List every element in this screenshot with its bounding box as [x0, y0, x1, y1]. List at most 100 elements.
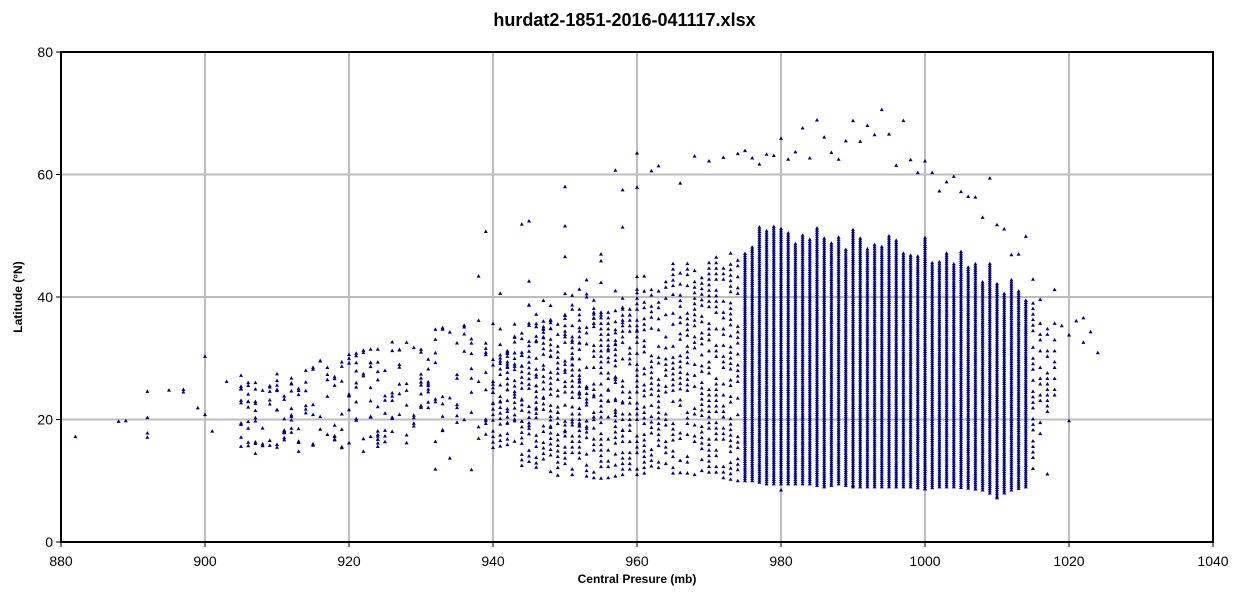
data-point — [865, 390, 870, 395]
data-point — [548, 469, 553, 474]
data-point — [995, 318, 999, 322]
data-point — [843, 275, 848, 279]
data-point — [851, 298, 855, 302]
data-point — [822, 315, 827, 320]
data-point — [951, 364, 956, 369]
data-point — [815, 268, 819, 273]
data-point — [872, 291, 877, 296]
data-point — [887, 394, 891, 399]
data-point — [743, 339, 747, 343]
data-point — [930, 410, 935, 415]
data-point — [908, 461, 913, 465]
data-point — [786, 318, 791, 323]
data-point — [786, 280, 791, 284]
data-point — [793, 366, 798, 370]
data-point — [923, 319, 927, 323]
data-point — [843, 307, 848, 312]
data-point — [836, 417, 841, 421]
data-point — [995, 384, 999, 389]
data-point — [692, 362, 697, 366]
data-point — [901, 482, 906, 487]
data-point — [685, 471, 690, 475]
data-point — [872, 422, 877, 427]
data-point — [815, 294, 819, 299]
data-point — [757, 452, 762, 456]
data-point — [735, 291, 740, 295]
data-point — [908, 294, 913, 298]
data-point — [764, 456, 769, 460]
data-point — [750, 266, 755, 271]
data-point — [635, 445, 639, 449]
data-point — [951, 291, 956, 296]
data-point — [879, 287, 884, 292]
data-point — [901, 343, 906, 347]
data-point — [930, 286, 935, 290]
data-point — [807, 323, 812, 327]
data-point — [757, 460, 762, 465]
data-point — [865, 306, 870, 311]
data-point — [800, 391, 805, 396]
data-point — [843, 472, 848, 477]
data-point — [563, 367, 567, 372]
data-point — [930, 479, 935, 483]
data-point — [822, 450, 827, 455]
data-point — [858, 309, 863, 313]
data-point — [764, 271, 769, 276]
data-point — [699, 363, 704, 368]
data-point — [815, 442, 819, 447]
data-point — [757, 323, 762, 328]
data-point — [980, 342, 985, 346]
data-point — [764, 434, 769, 439]
data-point — [973, 392, 978, 397]
data-point — [959, 397, 963, 402]
data-point — [915, 370, 920, 374]
data-point — [872, 324, 877, 328]
data-point — [555, 404, 560, 409]
data-point — [793, 321, 798, 325]
data-point — [318, 427, 323, 431]
data-point — [498, 394, 503, 399]
data-point — [908, 313, 913, 317]
data-point — [930, 460, 935, 464]
data-point — [822, 255, 827, 259]
data-point — [959, 367, 963, 372]
data-point — [858, 476, 863, 480]
data-point — [980, 400, 985, 404]
data-point — [937, 433, 942, 437]
data-point — [987, 364, 992, 369]
data-point — [678, 282, 683, 286]
data-point — [987, 319, 992, 323]
data-point — [944, 343, 949, 347]
data-point — [944, 394, 949, 399]
data-point — [771, 239, 776, 244]
data-point — [923, 351, 927, 356]
data-point — [786, 434, 791, 439]
data-point — [800, 378, 805, 383]
data-point — [779, 376, 783, 381]
data-point — [721, 266, 726, 270]
data-point — [966, 475, 971, 479]
data-point — [829, 286, 834, 290]
data-point — [879, 283, 884, 287]
data-point — [951, 283, 956, 287]
data-point — [851, 304, 855, 309]
data-point — [901, 289, 906, 294]
data-point — [836, 413, 841, 417]
data-point — [750, 453, 755, 457]
data-point — [800, 261, 805, 265]
data-point — [987, 353, 992, 358]
data-point — [894, 394, 899, 399]
data-point — [966, 441, 971, 445]
data-point — [908, 377, 913, 382]
data-point — [656, 316, 661, 321]
data-point — [577, 318, 582, 322]
data-point — [836, 316, 841, 321]
data-point — [923, 405, 927, 409]
data-point — [663, 411, 668, 416]
data-point — [721, 359, 726, 364]
data-point — [807, 353, 812, 357]
data-point — [728, 273, 733, 277]
data-point — [822, 371, 827, 375]
data-point — [815, 245, 819, 249]
data-point — [973, 309, 978, 313]
